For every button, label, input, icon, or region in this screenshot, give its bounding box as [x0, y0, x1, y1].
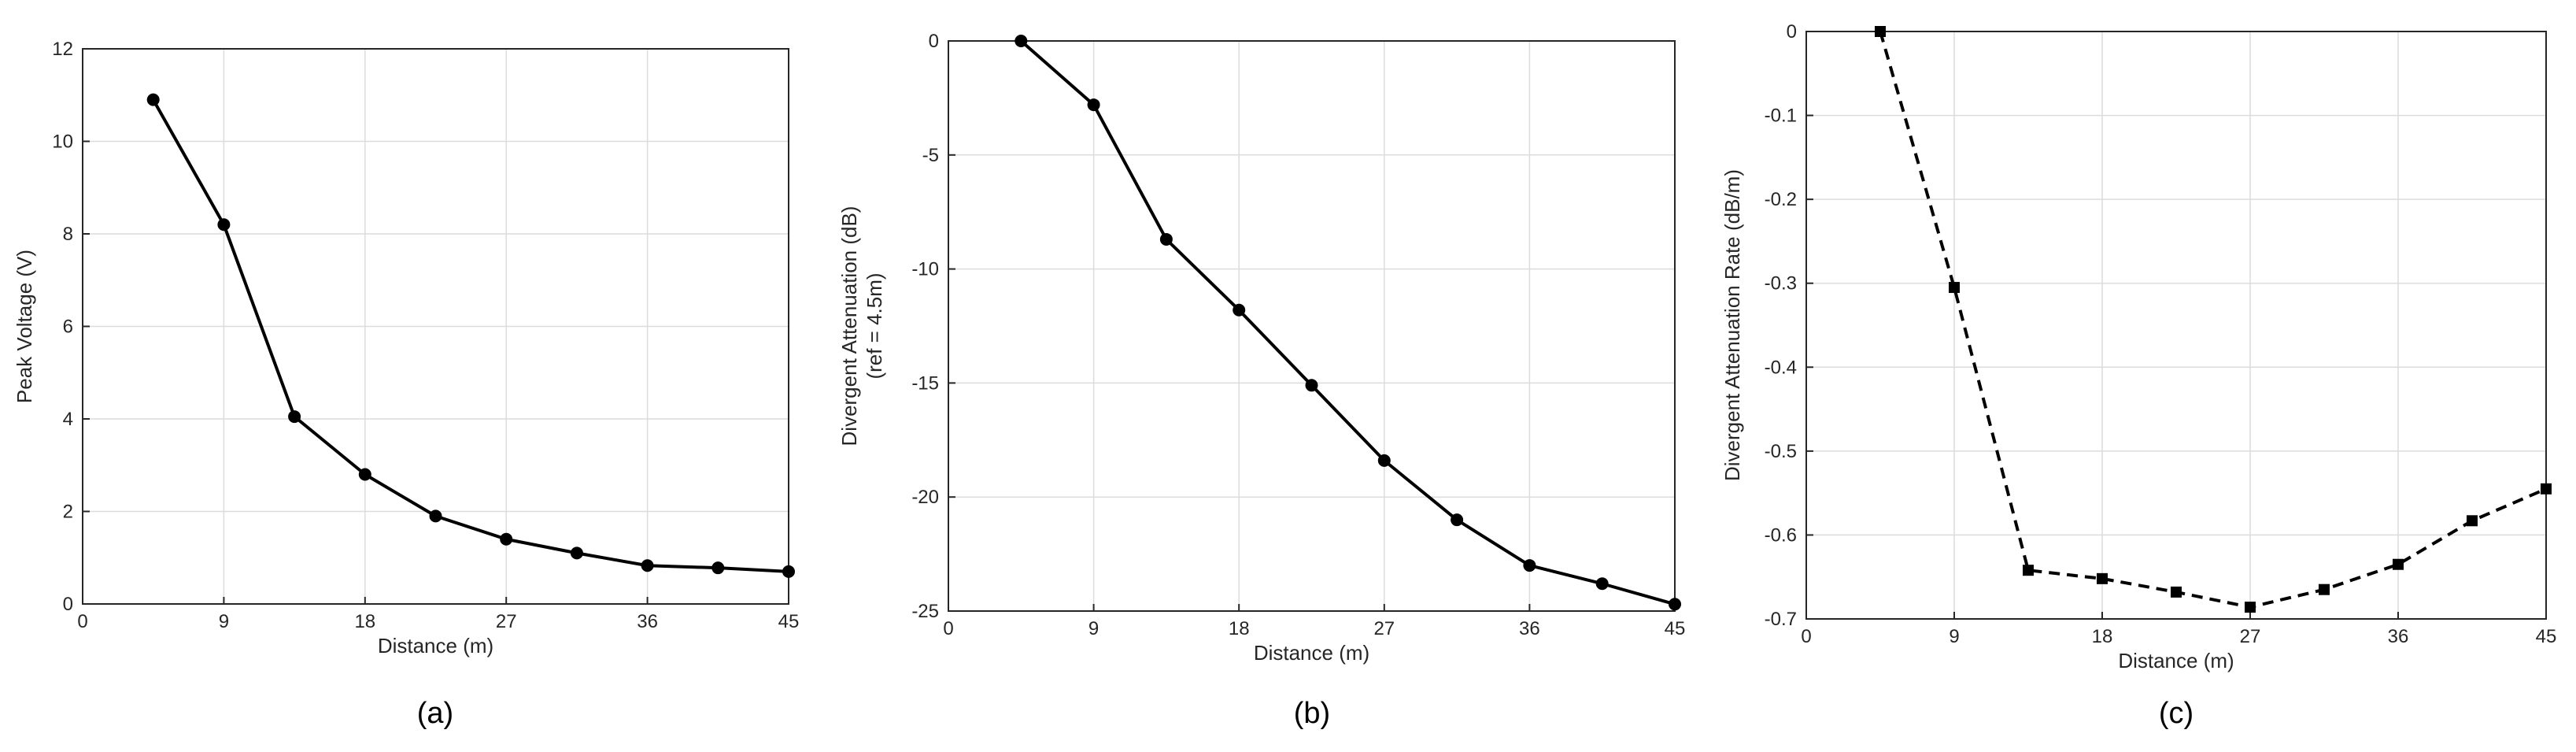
y-tick-label: -0.1 — [1765, 106, 1797, 127]
y-tick-label: -15 — [911, 372, 939, 394]
y-tick-label: -10 — [911, 259, 939, 280]
data-point — [711, 561, 725, 575]
data-point — [1233, 303, 1246, 317]
y-tick-label: -5 — [922, 145, 939, 166]
data-point — [1949, 282, 1960, 294]
plot-frame — [948, 40, 1676, 612]
x-tick-label: 27 — [1373, 618, 1395, 639]
subfigure-caption: (c) — [2159, 697, 2193, 730]
chart-1: 0 9 18 27 36 45 0 2 4 6 8 10 12 Distance (m) Peak Volt… — [13, 39, 799, 730]
y-tick-label: 0 — [63, 594, 73, 615]
x-tick-label: 27 — [2240, 626, 2261, 647]
x-tick-label: 36 — [1519, 618, 1540, 639]
y-tick-label: 4 — [63, 409, 73, 430]
x-tick-label: 9 — [219, 611, 229, 632]
data-point — [1451, 513, 1464, 527]
y-tick-label: -0.5 — [1765, 441, 1797, 462]
x-tick-label: 45 — [2536, 626, 2557, 647]
x-tick-label: 18 — [354, 611, 375, 632]
y-tick-label: 12 — [52, 39, 73, 60]
x-tick-label: 0 — [943, 618, 953, 639]
data-point — [288, 410, 301, 424]
x-tick-label: 9 — [1088, 618, 1099, 639]
y-tick-label: -0.4 — [1765, 357, 1797, 378]
data-point — [2171, 586, 2182, 598]
data-point — [429, 509, 442, 523]
data-point — [1305, 379, 1318, 392]
x-tick-label: 0 — [1801, 626, 1811, 647]
data-point — [2541, 483, 2552, 495]
y-tick-label: -0.7 — [1765, 609, 1797, 630]
y-tick-label: -25 — [911, 601, 939, 622]
y-tick-label: 0 — [1787, 21, 1797, 43]
data-point — [2097, 572, 2108, 584]
y-tick-label: -0.6 — [1765, 524, 1797, 546]
data-point — [1595, 577, 1609, 591]
x-tick-label: 18 — [1229, 618, 1250, 639]
chart-2: 0 9 18 27 36 45 0 -5 -10 -15 -20 -25 Distance (m) Div… — [837, 31, 1685, 730]
data-point — [570, 546, 583, 560]
subfigure-caption: (b) — [1294, 697, 1330, 730]
data-point — [1377, 454, 1391, 467]
x-tick-label: 45 — [1665, 618, 1686, 639]
data-point — [1087, 98, 1100, 112]
series-line — [151, 98, 789, 573]
x-axis-label: Distance (m) — [378, 634, 493, 658]
chart-3: 0 9 18 27 36 45 0 -0.1 -0.2 -0.3 -0.4 -0.5 -0.6 -0.7 D… — [1720, 21, 2556, 730]
y-tick-label: 0 — [929, 31, 939, 52]
data-point — [1669, 598, 1681, 611]
x-tick-label: 0 — [77, 611, 87, 632]
x-axis-label: Distance (m) — [2118, 649, 2234, 672]
data-point — [2023, 565, 2034, 576]
x-tick-label: 18 — [2092, 626, 2113, 647]
data-point — [2467, 515, 2478, 527]
x-tick-label: 36 — [2388, 626, 2409, 647]
y-axis-label: Divergent Attenuation (dB) — [837, 206, 861, 446]
data-point — [2245, 602, 2256, 613]
y-axis-label: Divergent Attenuation Rate (dB/m) — [1720, 169, 1744, 481]
x-tick-label: 45 — [778, 611, 800, 632]
y-tick-label: 6 — [63, 317, 73, 338]
data-point — [782, 565, 795, 578]
data-point — [1159, 232, 1173, 246]
y-tick-label: 10 — [52, 132, 73, 153]
y-tick-label: -20 — [911, 487, 939, 508]
y-tick-label: 8 — [63, 224, 73, 245]
data-point — [217, 218, 231, 232]
series-line — [1019, 39, 1676, 606]
y-axis-label-line2: (ref = 4.5m) — [863, 272, 886, 379]
x-tick-label: 36 — [637, 611, 658, 632]
y-tick-label: 2 — [63, 502, 73, 523]
plot-frame — [1805, 31, 2547, 620]
data-point — [500, 532, 513, 546]
subfigure-caption: (a) — [417, 697, 453, 730]
y-axis-label: Peak Voltage (V) — [13, 250, 36, 403]
data-point — [358, 468, 371, 481]
x-axis-label: Distance (m) — [1254, 641, 1369, 665]
data-point — [2319, 583, 2330, 595]
x-tick-label: 27 — [496, 611, 517, 632]
y-tick-label: -0.2 — [1765, 189, 1797, 210]
y-tick-label: -0.3 — [1765, 273, 1797, 295]
data-point — [1523, 559, 1536, 572]
x-tick-label: 9 — [1949, 626, 1959, 647]
data-point — [2393, 558, 2404, 570]
data-point — [146, 93, 160, 106]
data-point — [1875, 26, 1886, 37]
data-point — [641, 559, 654, 572]
series-line — [1879, 31, 2547, 609]
data-point — [1015, 35, 1028, 47]
